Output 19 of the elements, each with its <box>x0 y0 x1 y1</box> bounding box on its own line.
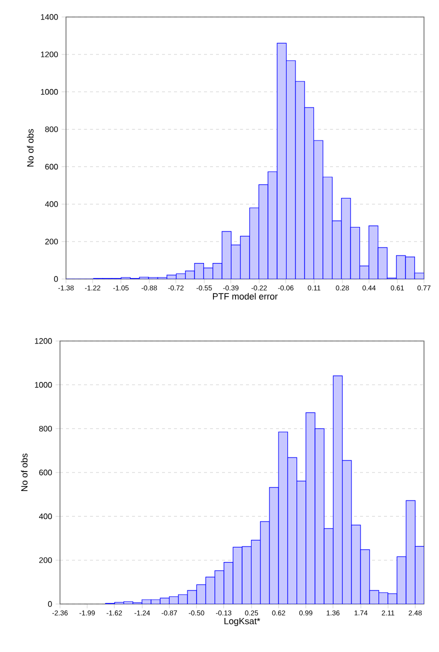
y-tick-label: 200 <box>45 238 58 244</box>
y-tick-label: 800 <box>39 426 52 432</box>
x-axis-title: LogKsat* <box>224 618 260 626</box>
y-tick-label: 0 <box>54 276 58 282</box>
y-tick-label: 800 <box>45 126 58 132</box>
y-tick-label: 1400 <box>41 14 58 20</box>
y-tick-label: 0 <box>48 601 52 607</box>
y-tick-label: 400 <box>39 514 52 520</box>
y-tick-label: 600 <box>39 470 52 476</box>
y-tick-label: 200 <box>39 557 52 563</box>
y-tick-label: 1000 <box>41 89 58 95</box>
y-tick-label: 1000 <box>35 382 52 388</box>
y-tick-label: 400 <box>45 201 58 207</box>
y-axis-title: No of obs <box>20 454 28 492</box>
x-axis-title: PTF model error <box>212 292 278 300</box>
y-tick-label: 600 <box>45 164 58 170</box>
y-tick-label: 1200 <box>41 52 58 58</box>
y-tick-label: 1200 <box>35 338 52 344</box>
y-axis-title: No of obs <box>26 129 34 167</box>
